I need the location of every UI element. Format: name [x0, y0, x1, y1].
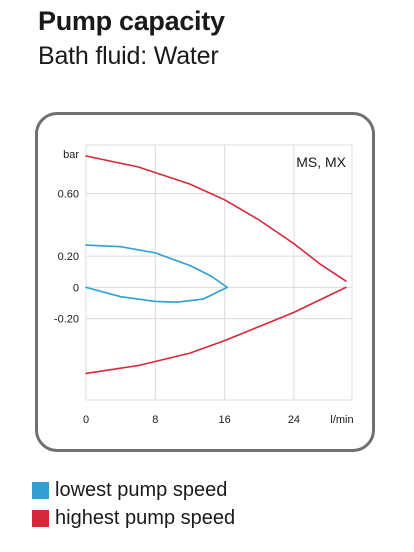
grid-lines: [85, 144, 353, 401]
legend-label-highest: highest pump speed: [55, 506, 236, 529]
x-tick-label-3: 24: [288, 414, 300, 426]
legend-item-highest: highest pump speed: [32, 506, 235, 530]
chart-title: Pump capacity: [38, 6, 225, 36]
legend-item-lowest: lowest pump speed: [32, 478, 227, 502]
legend-label-lowest: lowest pump speed: [55, 478, 228, 501]
chart-frame: [35, 112, 375, 452]
legend-swatch-lowest: [32, 481, 49, 499]
y-axis-label: bar: [63, 149, 79, 161]
series-line-1: [85, 286, 228, 303]
x-tick-label-0: 0: [83, 414, 89, 426]
y-tick-label-2: 0: [73, 282, 79, 294]
series-lines: [85, 155, 347, 375]
axis-labels: 0 8 16 24 0.60 0.20 0 -0.20 bar l/min MS, MX: [54, 149, 354, 426]
x-axis-label: l/min: [330, 414, 353, 426]
chart-subtitle: Bath fluid: Water: [38, 42, 219, 70]
legend-swatch-highest: [32, 509, 49, 527]
y-tick-label-3: -0.20: [54, 314, 79, 326]
y-tick-label-0: 0.60: [58, 188, 79, 200]
y-tick-label-1: 0.20: [58, 251, 79, 263]
x-tick-label-2: 16: [219, 414, 231, 426]
series-line-0: [85, 244, 228, 289]
x-tick-label-1: 8: [152, 414, 158, 426]
chart-annotation: MS, MX: [296, 154, 346, 170]
series-line-2: [85, 155, 347, 282]
series-line-3: [85, 286, 347, 375]
